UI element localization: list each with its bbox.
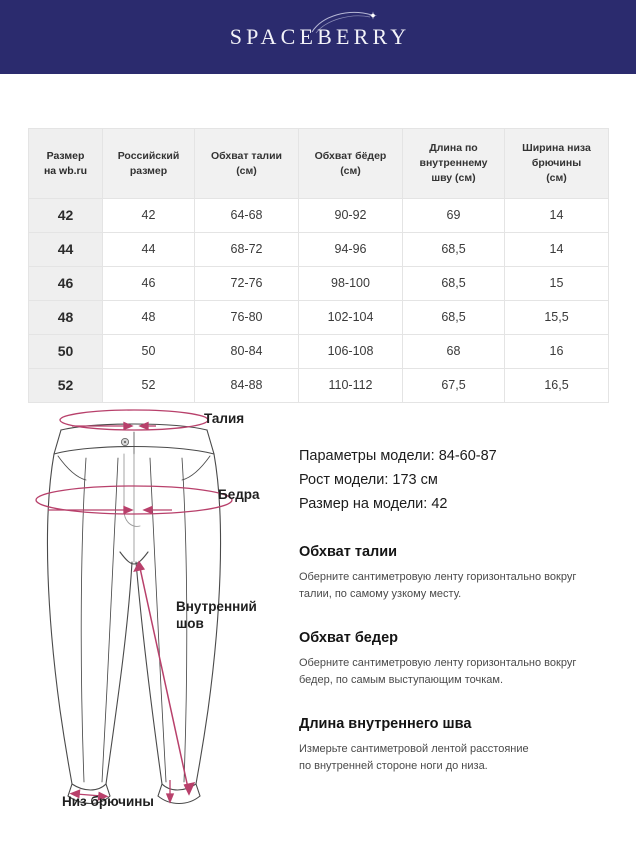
column-header-hips: Обхват бёдер (см) xyxy=(298,128,403,199)
diagram-label-hem: Низ брючины xyxy=(62,794,154,809)
cell-waist: 68-72 xyxy=(194,232,299,267)
cell-hem-width: 16,5 xyxy=(504,368,609,403)
cell-waist: 72-76 xyxy=(194,266,299,301)
model-height: Рост модели: 173 см xyxy=(299,472,438,488)
model-size: Размер на модели: 42 xyxy=(299,496,448,512)
size-chart-table: Размер на wb.ru Российский размер Обхват т… xyxy=(28,128,609,403)
column-header-inseam: Длина по внутреннему шву (см) xyxy=(402,128,505,199)
cell-waist: 64-68 xyxy=(194,198,299,233)
cell-hem-width: 15,5 xyxy=(504,300,609,335)
table-row: 50 50 80-84 106-108 68 16 xyxy=(28,334,609,369)
cell-ru-size: 46 xyxy=(102,266,195,301)
crotch-seam xyxy=(119,551,149,565)
table-row: 52 52 84-88 110-112 67,5 16,5 xyxy=(28,368,609,403)
crease-right xyxy=(181,457,188,783)
cell-wb-size: 48 xyxy=(28,300,103,335)
instruction-inseam: Длина внутреннего шва Измерьте сантиметр… xyxy=(299,714,619,774)
crease-left-inner xyxy=(101,457,119,783)
pocket-left xyxy=(57,455,87,481)
cell-wb-size: 52 xyxy=(28,368,103,403)
diagram-label-inseam: Внутренний шов xyxy=(176,599,257,631)
hem-right-bottom xyxy=(157,795,201,805)
cell-inseam: 68,5 xyxy=(402,300,505,335)
hips-arrow-icon xyxy=(48,505,172,515)
instruction-body: Оберните сантиметровую ленту горизонталь… xyxy=(299,657,577,686)
fly-curve xyxy=(123,453,141,527)
table-row: 44 44 68-72 94-96 68,5 14 xyxy=(28,232,609,267)
cell-hem-width: 16 xyxy=(504,334,609,369)
pants-illustration xyxy=(35,409,233,805)
hem-width-arrow-icon xyxy=(69,789,109,801)
inseam-measure-line xyxy=(133,560,196,796)
diagram-label-waist: Талия xyxy=(204,411,245,426)
cell-wb-size: 42 xyxy=(28,198,103,233)
cell-ru-size: 48 xyxy=(102,300,195,335)
crease-right-inner xyxy=(149,457,167,783)
cell-waist: 84-88 xyxy=(194,368,299,403)
column-header-wb-size: Размер на wb.ru xyxy=(28,128,103,199)
column-header-ru-size: Российский размер xyxy=(102,128,195,199)
cell-ru-size: 52 xyxy=(102,368,195,403)
cell-wb-size: 46 xyxy=(28,266,103,301)
model-parameters: Параметры модели: 84-60-87 xyxy=(299,448,497,464)
cell-ru-size: 44 xyxy=(102,232,195,267)
cell-inseam: 68,5 xyxy=(402,232,505,267)
cell-hem-width: 15 xyxy=(504,266,609,301)
inner-seam-right xyxy=(135,561,163,785)
brand-header: SPACEBERRY xyxy=(0,0,636,74)
cell-hips: 94-96 xyxy=(298,232,403,267)
waistband-bottom xyxy=(53,445,215,455)
waist-measure-ellipse xyxy=(59,409,209,431)
instruction-body: Измерьте сантиметровой лентой расстояние… xyxy=(299,743,529,772)
table-row: 42 42 64-68 90-92 69 14 xyxy=(28,198,609,233)
cell-inseam: 68,5 xyxy=(402,266,505,301)
cell-hips: 98-100 xyxy=(298,266,403,301)
cell-wb-size: 50 xyxy=(28,334,103,369)
hem-left-top xyxy=(71,783,107,791)
waistband-top xyxy=(60,423,208,431)
cell-ru-size: 42 xyxy=(102,198,195,233)
diagram-label-hips: Бедра xyxy=(218,487,260,502)
hem-height-arrow-icon xyxy=(165,780,175,804)
column-header-waist: Обхват талии (см) xyxy=(194,128,299,199)
table-row: 48 48 76-80 102-104 68,5 15,5 xyxy=(28,300,609,335)
cell-hips: 106-108 xyxy=(298,334,403,369)
measurement-info-panel: Параметры модели: 84-60-87 Рост модели: … xyxy=(299,444,619,774)
cell-ru-size: 50 xyxy=(102,334,195,369)
instruction-hips: Обхват бедер Оберните сантиметровую лент… xyxy=(299,628,619,688)
pocket-right xyxy=(181,455,211,481)
instruction-title: Обхват бедер xyxy=(299,630,399,646)
inner-seam-left xyxy=(105,561,133,785)
cell-waist: 76-80 xyxy=(194,300,299,335)
hem-left-bottom xyxy=(67,795,111,805)
cell-hips: 102-104 xyxy=(298,300,403,335)
waist-arrow-icon xyxy=(72,421,156,431)
button-hole-icon xyxy=(123,440,127,444)
column-header-hem-width: Ширина низа брючины (см) xyxy=(504,128,609,199)
crease-left xyxy=(80,457,87,783)
outer-seam-left xyxy=(46,453,73,785)
brand-name: SPACEBERRY xyxy=(229,24,411,49)
cell-inseam: 68 xyxy=(402,334,505,369)
brand-logo: SPACEBERRY xyxy=(226,11,411,50)
cell-hem-width: 14 xyxy=(504,232,609,267)
cell-waist: 80-84 xyxy=(194,334,299,369)
cell-hem-width: 14 xyxy=(504,198,609,233)
instruction-body: Оберните сантиметровую ленту горизонталь… xyxy=(299,571,577,600)
cell-hips: 110-112 xyxy=(298,368,403,403)
table-row: 46 46 72-76 98-100 68,5 15 xyxy=(28,266,609,301)
instruction-waist: Обхват талии Оберните сантиметровую лент… xyxy=(299,542,619,602)
table-header-row: Размер на wb.ru Российский размер Обхват т… xyxy=(28,128,609,199)
instruction-title: Обхват талии xyxy=(299,544,398,560)
cell-inseam: 67,5 xyxy=(402,368,505,403)
cell-hips: 90-92 xyxy=(298,198,403,233)
pants-measurement-diagram xyxy=(24,392,300,812)
instruction-title: Длина внутреннего шва xyxy=(299,716,472,732)
hips-measure-ellipse xyxy=(35,485,233,515)
cell-inseam: 69 xyxy=(402,198,505,233)
cell-wb-size: 44 xyxy=(28,232,103,267)
